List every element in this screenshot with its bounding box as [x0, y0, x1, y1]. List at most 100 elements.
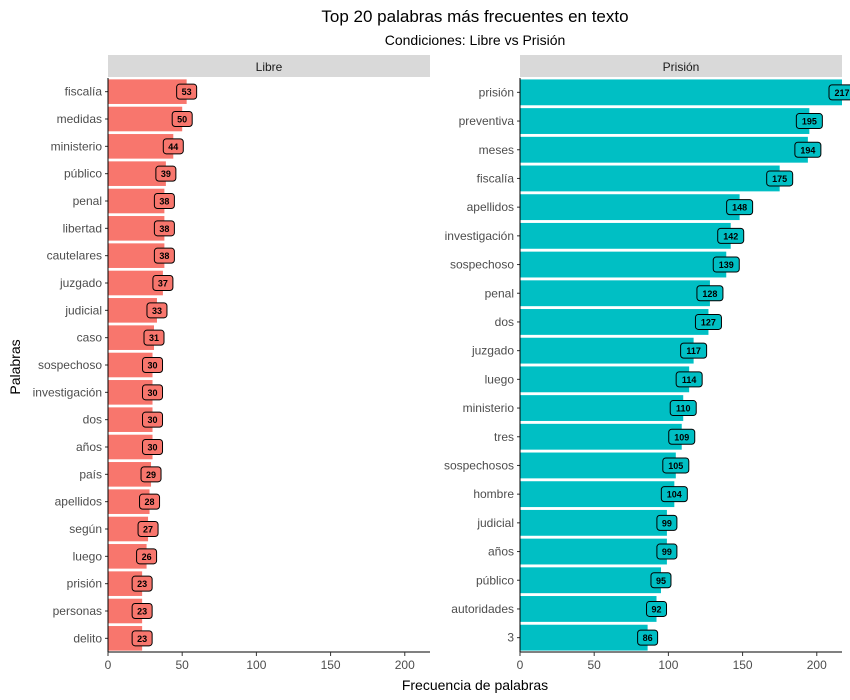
- y-axis-title: Palabras: [7, 339, 23, 394]
- data-label-box: [726, 199, 754, 216]
- category-label: penal: [485, 286, 514, 300]
- category-label: fiscalía: [477, 171, 515, 185]
- bar: [520, 108, 810, 134]
- bar: [520, 280, 710, 307]
- data-label: 29: [146, 470, 156, 480]
- data-label-box: [153, 220, 175, 237]
- bar: [520, 251, 727, 278]
- data-label-box: [650, 572, 672, 589]
- data-label-box: [669, 400, 697, 417]
- category-label: investigación: [445, 229, 514, 243]
- data-label-box: [153, 247, 175, 264]
- bar: [520, 222, 731, 249]
- data-label-box: [712, 256, 740, 273]
- category-label: ministerio: [463, 401, 515, 415]
- x-tick-label: 200: [807, 658, 827, 672]
- category-label: sospechoso: [450, 258, 514, 272]
- category-label: apellidos: [55, 495, 102, 509]
- data-label: 53: [182, 87, 192, 97]
- data-label-box: [794, 141, 822, 158]
- category-label: preventiva: [459, 114, 515, 128]
- data-label: 194: [800, 145, 815, 155]
- data-label-box: [637, 629, 659, 646]
- category-label: 3: [507, 631, 514, 645]
- category-label: según: [69, 522, 102, 536]
- bar: [520, 567, 661, 594]
- bar: [108, 106, 183, 132]
- category-label: prisión: [67, 577, 102, 591]
- x-tick-label: 50: [176, 658, 190, 672]
- category-label: luego: [485, 372, 515, 386]
- panel-libre: Libre fiscalía 53 medidas 50 ministerio 44 públ…: [33, 55, 430, 672]
- category-label: hombre: [473, 487, 514, 501]
- data-label-box: [828, 84, 850, 101]
- data-label-box: [795, 113, 823, 130]
- data-label-box: [660, 486, 688, 503]
- category-label: público: [64, 167, 102, 181]
- facet-strip-label: Libre: [256, 60, 283, 74]
- data-label: 44: [168, 142, 178, 152]
- category-label: meses: [479, 143, 514, 157]
- x-tick-label: 100: [246, 658, 266, 672]
- category-label: judicial: [64, 303, 102, 317]
- data-label: 117: [686, 346, 701, 356]
- data-label: 142: [723, 231, 738, 241]
- category-label: libertad: [63, 221, 102, 235]
- data-label: 105: [668, 461, 683, 471]
- category-label: personas: [53, 604, 102, 618]
- bar: [108, 134, 174, 159]
- data-label: 23: [137, 607, 147, 617]
- category-label: cautelares: [47, 249, 102, 263]
- bar: [520, 194, 740, 221]
- data-label: 114: [682, 375, 697, 385]
- data-label-box: [142, 439, 164, 455]
- bar: [520, 481, 675, 508]
- x-tick-label: 100: [658, 658, 678, 672]
- category-label: penal: [73, 194, 102, 208]
- category-label: sospechoso: [38, 358, 102, 372]
- data-label-box: [131, 603, 153, 619]
- data-label-box: [766, 170, 794, 187]
- bar: [520, 624, 648, 651]
- data-label: 86: [643, 633, 653, 643]
- data-label: 30: [148, 415, 158, 425]
- data-label: 27: [143, 525, 153, 535]
- category-label: autoridades: [451, 602, 514, 616]
- data-label-box: [162, 138, 184, 155]
- data-label-box: [146, 302, 168, 319]
- data-label: 139: [719, 260, 734, 270]
- data-label-box: [152, 275, 174, 291]
- x-tick-label: 150: [321, 658, 341, 672]
- data-label: 33: [152, 306, 162, 316]
- category-label: medidas: [57, 112, 102, 126]
- category-label: juzgado: [471, 344, 514, 358]
- data-label-box: [656, 514, 678, 531]
- data-label: 217: [834, 88, 849, 98]
- data-label-box: [176, 83, 198, 100]
- facet-strip: [520, 55, 842, 77]
- data-label-box: [137, 521, 159, 537]
- data-label: 38: [159, 251, 169, 261]
- category-label: tres: [494, 430, 514, 444]
- panels: Libre fiscalía 53 medidas 50 ministerio 44 públ…: [33, 55, 850, 672]
- bar: [520, 136, 808, 163]
- data-label: 28: [145, 497, 155, 507]
- data-label-box: [662, 457, 690, 474]
- category-label: caso: [77, 331, 103, 345]
- x-tick-label: 50: [588, 658, 602, 672]
- data-label: 30: [148, 361, 158, 371]
- x-axis-title: Frecuencia de palabras: [402, 677, 548, 693]
- bar: [520, 165, 780, 192]
- category-label: ministerio: [51, 139, 103, 153]
- bar: [520, 596, 657, 622]
- data-label-box: [171, 111, 193, 127]
- data-label-box: [142, 357, 164, 373]
- data-label: 195: [802, 117, 817, 127]
- bar: [520, 79, 842, 106]
- category-label: delito: [73, 631, 102, 645]
- x-tick-label: 150: [733, 658, 753, 672]
- data-label: 31: [149, 333, 159, 343]
- x-tick-label: 0: [105, 658, 112, 672]
- category-label: judicial: [476, 516, 514, 530]
